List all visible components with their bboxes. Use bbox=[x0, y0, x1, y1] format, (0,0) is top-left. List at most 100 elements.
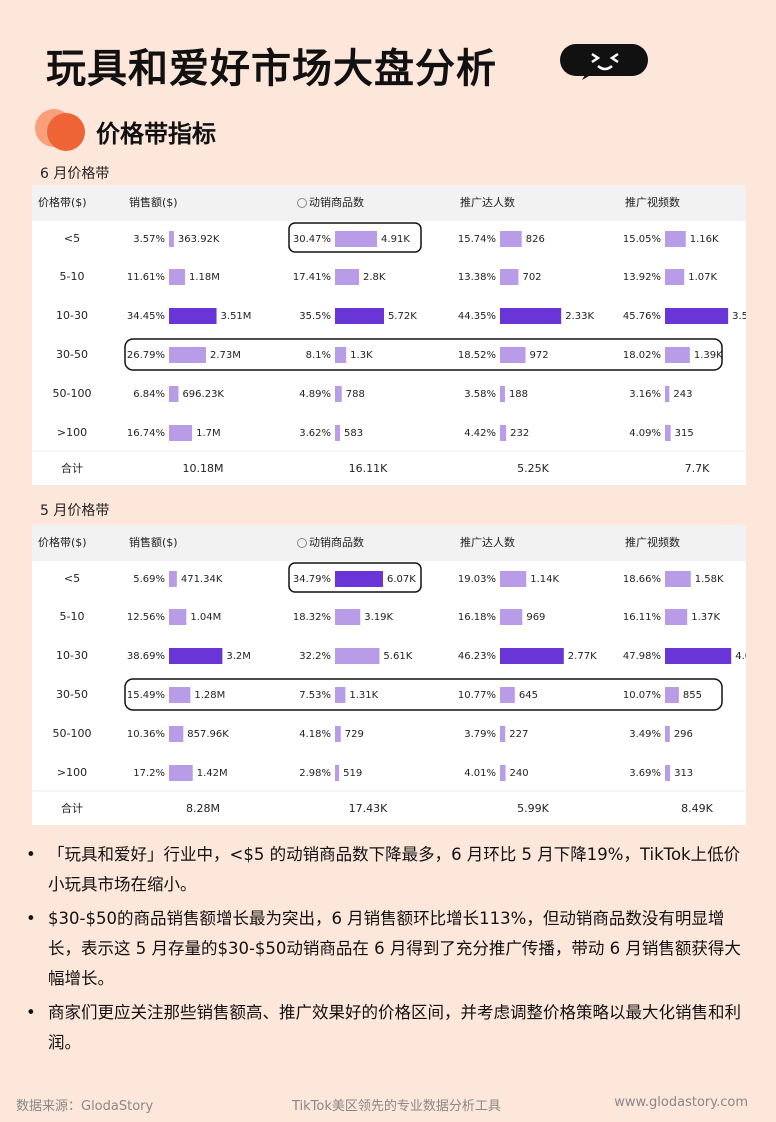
share-label: 16.18% bbox=[458, 612, 496, 623]
share-bar bbox=[665, 571, 691, 587]
cell-value: 645 bbox=[519, 690, 538, 701]
column-header: 推广达人数 bbox=[460, 195, 515, 209]
share-bar bbox=[169, 726, 184, 742]
bullet: 商家们更应关注那些销售额高、推广效果好的价格区间，并考虑调整价格策略以最大化销售… bbox=[24, 998, 742, 1058]
share-label: 15.74% bbox=[458, 234, 496, 245]
share-label: 26.79% bbox=[127, 350, 165, 361]
share-bar bbox=[665, 386, 670, 402]
share-label: 3.79% bbox=[464, 729, 496, 740]
highlight-box bbox=[124, 338, 723, 371]
band-label: 50-100 bbox=[53, 387, 92, 400]
share-label: 13.38% bbox=[458, 272, 496, 283]
share-bar bbox=[169, 765, 193, 781]
share-bar bbox=[335, 386, 342, 402]
cell-value: 2.8K bbox=[363, 272, 386, 283]
total-cell: 16.11K bbox=[349, 462, 388, 475]
cell-value: 1.31K bbox=[349, 690, 378, 701]
cell-value: 1.58K bbox=[695, 574, 724, 585]
share-bar bbox=[335, 347, 347, 363]
share-bar bbox=[335, 648, 380, 664]
band-label: <5 bbox=[64, 572, 80, 585]
column-header: 动销商品数 bbox=[309, 535, 364, 549]
share-label: 46.23% bbox=[458, 651, 496, 662]
cell-value: 3.19K bbox=[364, 612, 393, 623]
share-bar bbox=[500, 648, 564, 664]
cell-value: 188 bbox=[509, 389, 528, 400]
band-label: 30-50 bbox=[56, 688, 88, 701]
band-label: <5 bbox=[64, 232, 80, 245]
share-label: 12.56% bbox=[127, 612, 165, 623]
share-bar bbox=[335, 765, 340, 781]
share-bar bbox=[665, 231, 686, 247]
share-label: 13.92% bbox=[623, 272, 661, 283]
share-bar bbox=[335, 571, 384, 587]
share-label: 4.01% bbox=[464, 768, 496, 779]
share-bar bbox=[665, 347, 690, 363]
column-header: 推广达人数 bbox=[460, 535, 515, 549]
cell-value: 5.61K bbox=[383, 651, 412, 662]
share-bar bbox=[169, 347, 206, 363]
cell-value: 243 bbox=[673, 389, 692, 400]
share-bar bbox=[335, 726, 341, 742]
table-bg bbox=[32, 525, 746, 825]
share-bar bbox=[169, 648, 223, 664]
share-label: 15.05% bbox=[623, 234, 661, 245]
band-label: 5-10 bbox=[60, 270, 85, 283]
cell-value: 227 bbox=[509, 729, 528, 740]
share-bar bbox=[500, 347, 526, 363]
share-label: 3.16% bbox=[629, 389, 661, 400]
cell-value: 3.2M bbox=[226, 651, 251, 662]
bullet-list: 「玩具和爱好」行业中，<$5 的动销商品数下降最多，6 月环比 5 月下降19%… bbox=[24, 840, 742, 1062]
cell-value: 857.96K bbox=[187, 729, 229, 740]
share-label: 10.07% bbox=[623, 690, 661, 701]
cell-value: 1.14K bbox=[530, 574, 559, 585]
column-header: 价格带($) bbox=[38, 195, 87, 209]
band-label: 50-100 bbox=[53, 727, 92, 740]
column-header: 推广视频数 bbox=[625, 195, 680, 209]
share-label: 3.49% bbox=[629, 729, 661, 740]
share-label: 18.66% bbox=[623, 574, 661, 585]
footer-url: www.glodastory.com bbox=[614, 1095, 748, 1110]
share-label: 18.52% bbox=[458, 350, 496, 361]
highlight-box bbox=[288, 222, 422, 253]
cell-value: 1.18M bbox=[189, 272, 220, 283]
cell-value: 1.37K bbox=[691, 612, 720, 623]
footer-tagline: TikTok美区领先的专业数据分析工具 bbox=[292, 1099, 501, 1114]
share-bar bbox=[335, 231, 378, 247]
band-label: >100 bbox=[57, 426, 87, 439]
cell-value: 315 bbox=[675, 428, 694, 439]
share-bar bbox=[665, 648, 732, 664]
share-label: 3.57% bbox=[133, 234, 165, 245]
share-label: 6.84% bbox=[133, 389, 165, 400]
section-title: 价格带指标 bbox=[96, 120, 216, 148]
cell-value: 3.52K bbox=[732, 311, 746, 322]
share-label: 4.42% bbox=[464, 428, 496, 439]
cell-value: 696.23K bbox=[182, 389, 224, 400]
cell-value: 363.92K bbox=[178, 234, 220, 245]
share-label: 7.53% bbox=[299, 690, 331, 701]
share-bar bbox=[335, 308, 384, 324]
cell-value: 5.72K bbox=[388, 311, 417, 322]
band-label: 5-10 bbox=[60, 610, 85, 623]
band-label: >100 bbox=[57, 766, 87, 779]
share-bar bbox=[500, 425, 507, 441]
cell-value: 3.51M bbox=[221, 311, 252, 322]
emoji-badge bbox=[560, 44, 648, 80]
share-label: 5.69% bbox=[133, 574, 165, 585]
total-cell: 合计 bbox=[61, 801, 83, 815]
share-bar bbox=[169, 425, 193, 441]
cell-value: 1.39K bbox=[694, 350, 723, 361]
share-label: 10.77% bbox=[458, 690, 496, 701]
share-label: 18.02% bbox=[623, 350, 661, 361]
share-label: 38.69% bbox=[127, 651, 165, 662]
total-cell: 合计 bbox=[61, 461, 83, 475]
share-bar bbox=[500, 386, 505, 402]
share-label: 4.89% bbox=[299, 389, 331, 400]
share-bar bbox=[500, 609, 523, 625]
share-bar bbox=[169, 231, 174, 247]
share-label: 4.18% bbox=[299, 729, 331, 740]
share-bar bbox=[665, 609, 688, 625]
header-bg bbox=[32, 185, 746, 221]
cell-value: 313 bbox=[674, 768, 693, 779]
